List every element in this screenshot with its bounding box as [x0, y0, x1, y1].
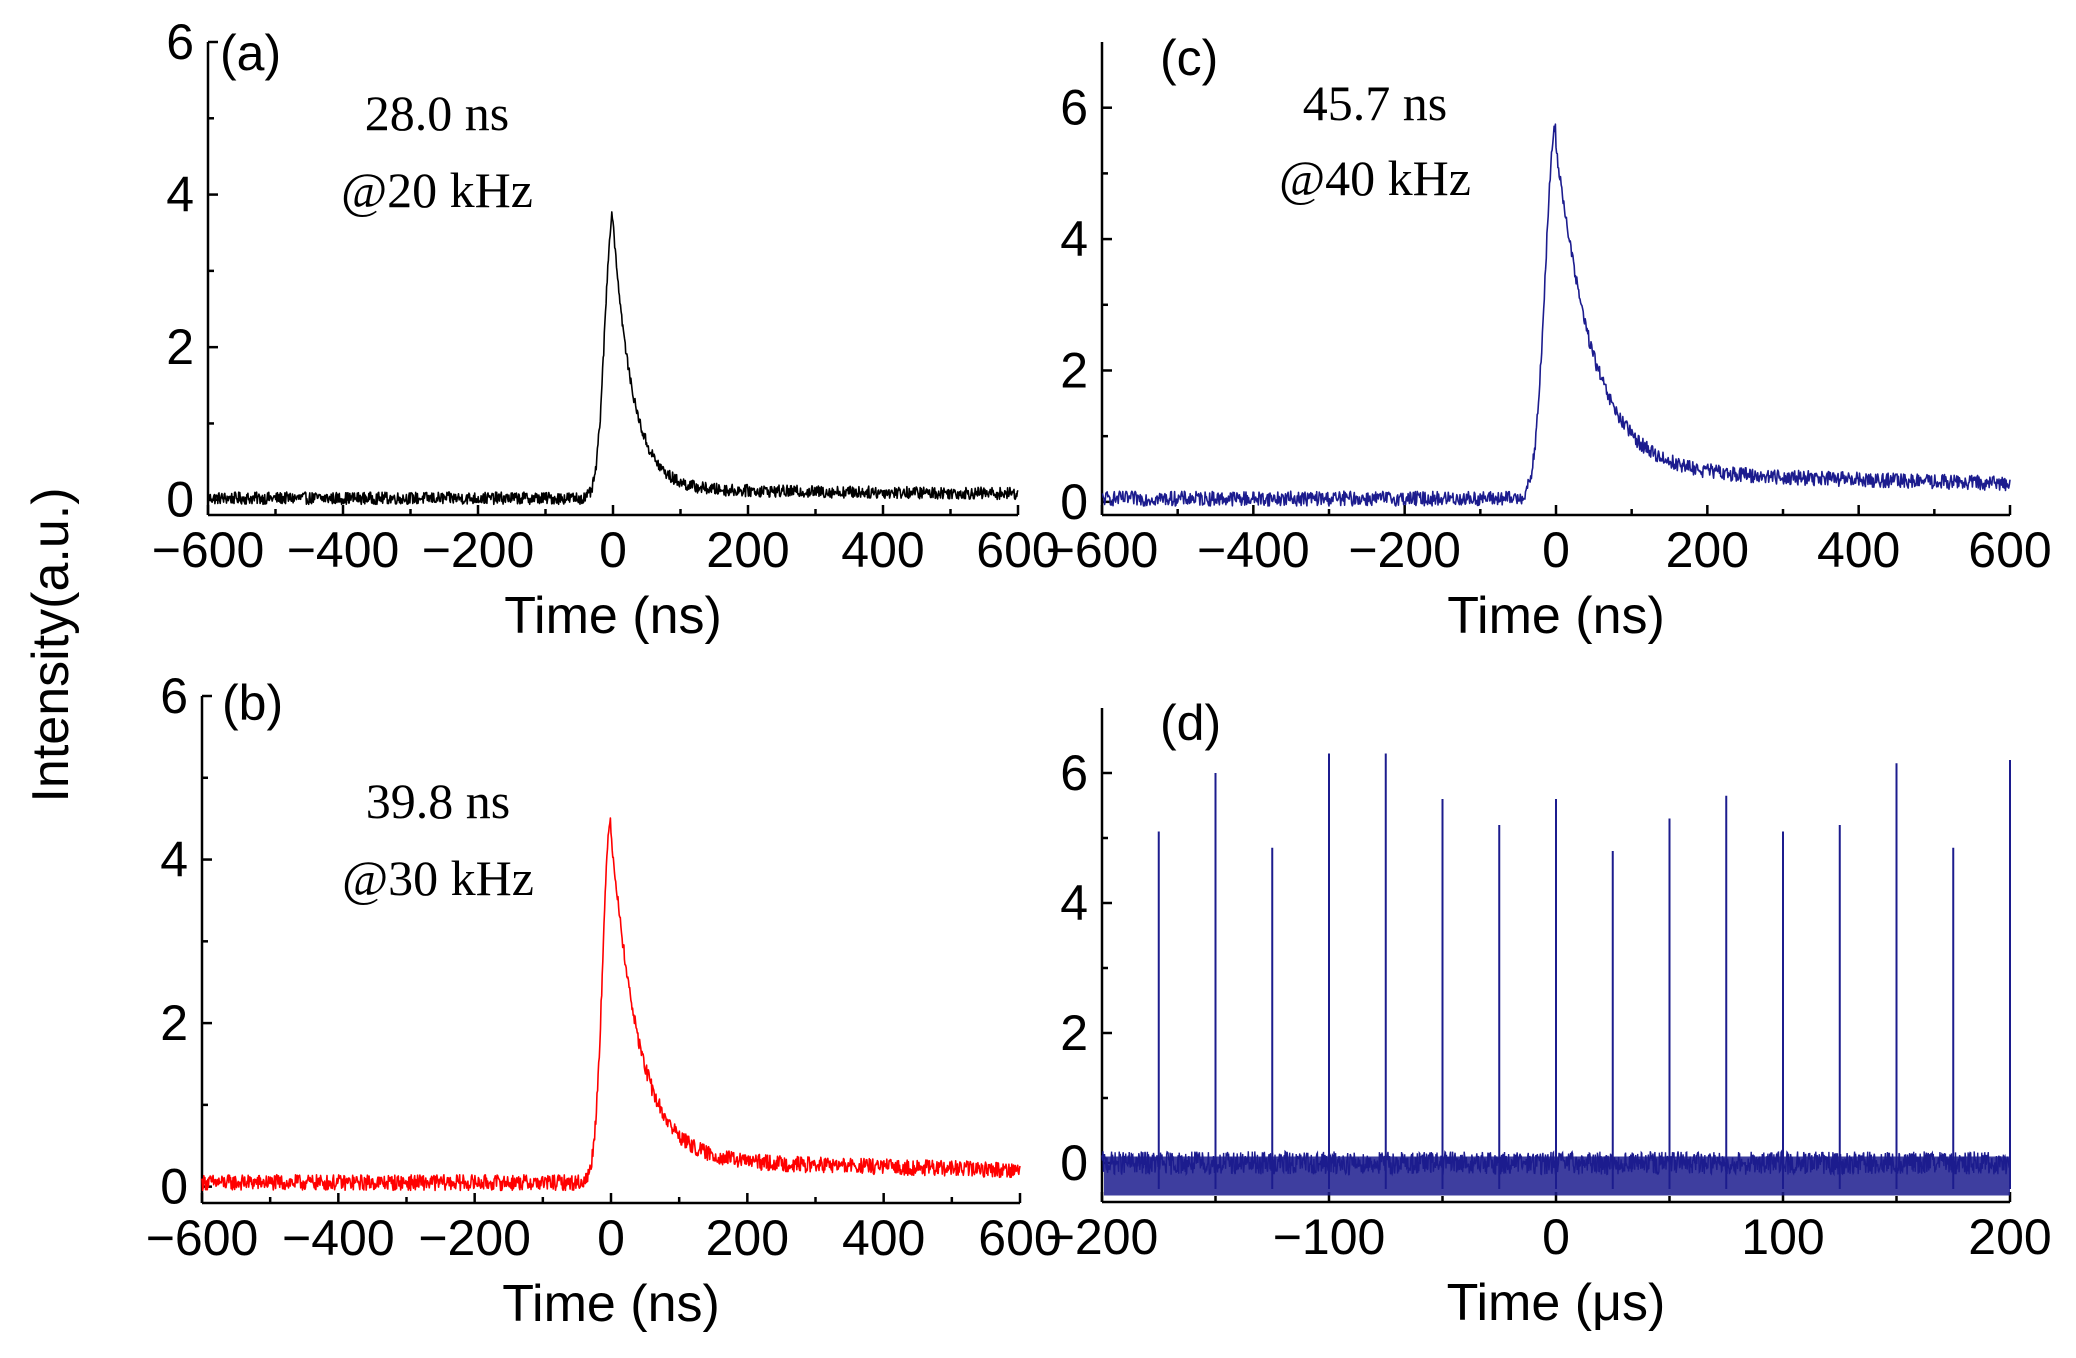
x-tick-label: 400	[841, 522, 924, 578]
y-tick-label: 4	[1060, 875, 1088, 931]
y-tick-label: 2	[160, 995, 188, 1051]
x-tick-label: 600	[976, 522, 1059, 578]
panel-label: (b)	[222, 675, 283, 731]
y-tick-label: 4	[166, 167, 194, 223]
y-tick-label: 0	[160, 1159, 188, 1215]
x-tick-label: 600	[1968, 522, 2051, 578]
y-tick-label: 0	[1060, 1135, 1088, 1191]
y-tick-label: 4	[160, 832, 188, 888]
y-tick-label: 4	[1060, 211, 1088, 267]
x-tick-label: −200	[1348, 522, 1461, 578]
pulse-annotation-line: 28.0 ns	[365, 85, 509, 141]
x-tick-label: −400	[1197, 522, 1310, 578]
pulse-annotation-line: @30 kHz	[342, 850, 534, 906]
series-line	[201, 817, 1021, 1192]
x-axis-title: Time (μs)	[1447, 1274, 1666, 1332]
x-tick-label: −100	[1273, 1209, 1386, 1265]
x-tick-label: −400	[282, 1210, 395, 1266]
x-tick-label: 0	[599, 522, 627, 578]
x-tick-label: −600	[152, 522, 265, 578]
x-tick-label: −200	[1046, 1209, 1159, 1265]
chart-panel-a: −600 −400 −200 0 200 400 600 0 2 4 6 Time (ns) (a) 28…	[152, 14, 1060, 645]
shared-y-axis-title: Intensity(a.u.)	[22, 487, 80, 802]
panel-label: (a)	[220, 25, 281, 81]
x-axis-title: Time (ns)	[1447, 587, 1665, 645]
y-tick-label: 0	[1060, 474, 1088, 530]
y-tick-label: 6	[1060, 80, 1088, 136]
panel-label: (d)	[1160, 695, 1221, 751]
x-tick-label: −200	[418, 1210, 531, 1266]
x-tick-label: 0	[597, 1210, 625, 1266]
x-tick-label: 200	[1968, 1209, 2051, 1265]
x-tick-label: 400	[842, 1210, 925, 1266]
x-tick-label: −400	[287, 522, 400, 578]
chart-panel-d: −200 −100 0 100 200 0 2 4 6 Time (μs) (d)	[1046, 695, 2052, 1332]
y-tick-label: 2	[1060, 1005, 1088, 1061]
x-tick-label: 200	[706, 522, 789, 578]
pulse-annotation-line: @20 kHz	[341, 162, 533, 218]
x-tick-label: −200	[422, 522, 535, 578]
pulse-annotation-line: 39.8 ns	[366, 773, 510, 829]
y-tick-label: 2	[166, 319, 194, 375]
x-tick-label: −600	[1046, 522, 1159, 578]
series-line	[1101, 123, 2011, 507]
x-tick-label: 0	[1542, 522, 1570, 578]
panel-label: (c)	[1160, 30, 1218, 86]
x-tick-label: −600	[146, 1210, 259, 1266]
x-tick-label: 100	[1741, 1209, 1824, 1265]
y-tick-label: 0	[166, 472, 194, 528]
chart-panel-b: −600 −400 −200 0 200 400 600 0 2 4 6 Time (ns) (b) 39…	[146, 668, 1062, 1333]
x-tick-label: 400	[1817, 522, 1900, 578]
y-tick-label: 2	[1060, 342, 1088, 398]
x-tick-label: 600	[978, 1210, 1061, 1266]
y-tick-label: 6	[160, 668, 188, 724]
chart-panel-c: −600 −400 −200 0 200 400 600 0 2 4 6 Time (ns) (c) 45…	[1046, 30, 2052, 645]
pulse-annotation-line: @40 kHz	[1279, 150, 1471, 206]
y-tick-label: 6	[166, 14, 194, 70]
x-tick-label: 200	[706, 1210, 789, 1266]
series-line	[207, 211, 1019, 506]
x-tick-label: 0	[1542, 1209, 1570, 1265]
x-axis-title: Time (ns)	[504, 587, 722, 645]
x-tick-label: 200	[1666, 522, 1749, 578]
y-tick-label: 6	[1060, 745, 1088, 801]
x-axis-title: Time (ns)	[502, 1275, 720, 1333]
pulse-annotation-line: 45.7 ns	[1303, 75, 1447, 131]
